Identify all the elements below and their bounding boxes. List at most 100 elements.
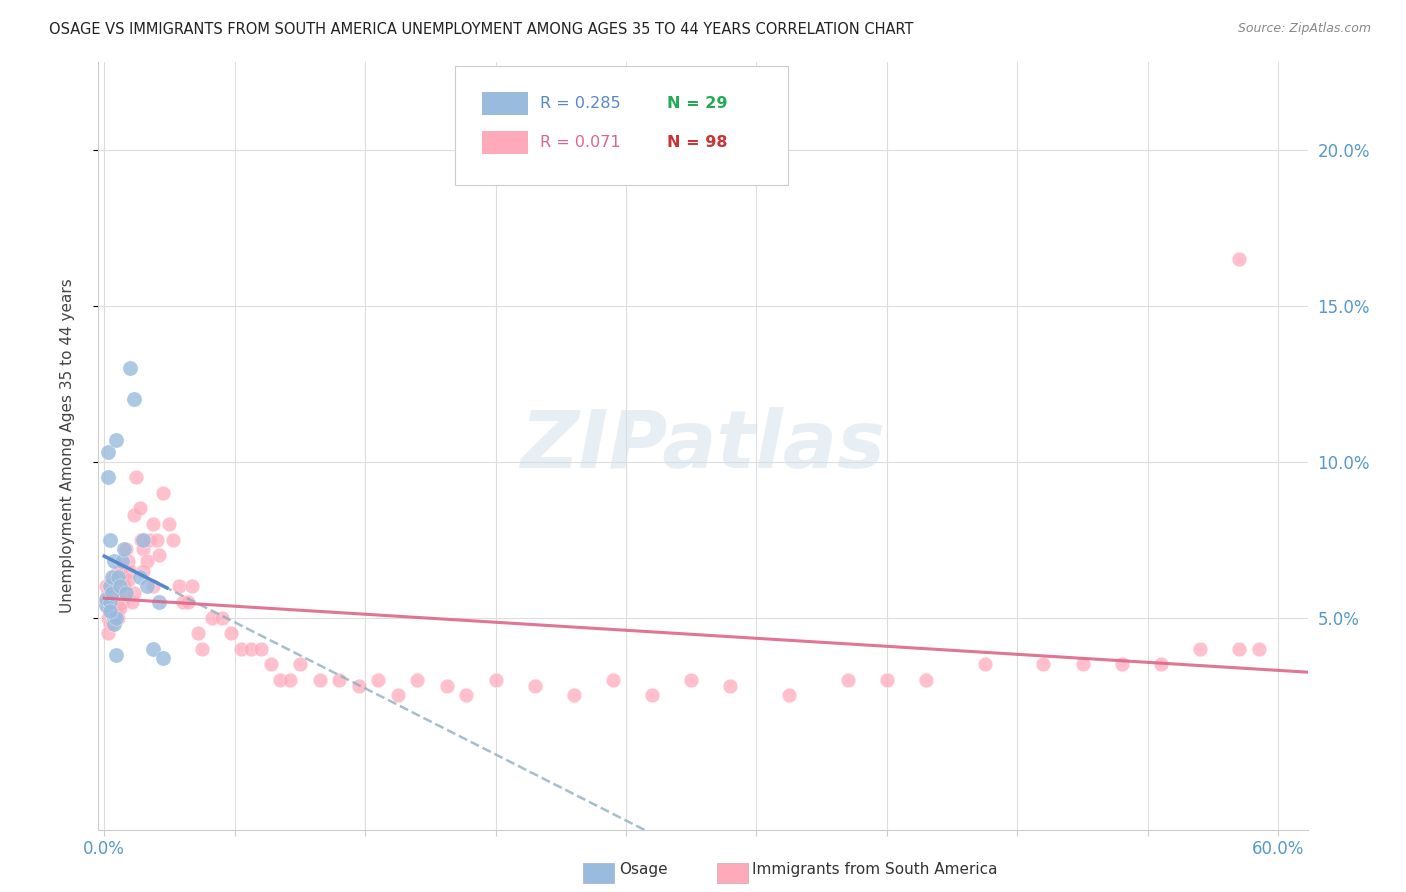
Point	[101, 616, 124, 631]
Point	[117, 573, 139, 587]
Point	[117, 554, 139, 568]
Point	[112, 579, 135, 593]
Point	[98, 616, 121, 631]
Point	[231, 641, 253, 656]
Point	[118, 564, 141, 578]
Point	[96, 579, 118, 593]
Point	[347, 679, 370, 693]
Point	[108, 579, 131, 593]
Point	[1247, 641, 1270, 656]
Point	[98, 604, 121, 618]
Point	[142, 641, 165, 656]
Point	[328, 673, 350, 687]
Point	[718, 679, 741, 693]
Point	[221, 626, 243, 640]
Point	[108, 585, 131, 599]
Point	[172, 595, 194, 609]
Point	[152, 485, 174, 500]
Point	[973, 657, 995, 672]
Point	[915, 673, 938, 687]
Point	[308, 673, 330, 687]
Point	[142, 579, 165, 593]
Point	[107, 570, 129, 584]
Point	[105, 604, 128, 618]
Point	[121, 595, 143, 609]
Point	[167, 579, 190, 593]
Point	[641, 689, 664, 703]
Point	[1032, 657, 1054, 672]
Point	[138, 533, 160, 547]
Point	[778, 689, 800, 703]
Point	[98, 533, 121, 547]
Point	[118, 361, 141, 376]
Point	[112, 541, 135, 556]
Y-axis label: Unemployment Among Ages 35 to 44 years: Unemployment Among Ages 35 to 44 years	[60, 278, 75, 614]
Point	[128, 570, 150, 584]
Text: Source: ZipAtlas.com: Source: ZipAtlas.com	[1237, 22, 1371, 36]
Point	[132, 541, 155, 556]
Point	[101, 595, 124, 609]
Point	[187, 626, 209, 640]
Point	[98, 604, 121, 618]
Text: Immigrants from South America: Immigrants from South America	[752, 863, 998, 877]
Point	[128, 501, 150, 516]
Point	[97, 585, 120, 599]
Point	[1227, 641, 1250, 656]
Text: R = 0.285: R = 0.285	[540, 95, 620, 111]
Point	[124, 470, 146, 484]
Point	[122, 585, 145, 599]
FancyBboxPatch shape	[482, 92, 527, 114]
Point	[269, 673, 291, 687]
Point	[97, 470, 120, 484]
Point	[1071, 657, 1094, 672]
Point	[107, 589, 129, 603]
Point	[105, 433, 128, 447]
Point	[97, 610, 120, 624]
Point	[112, 585, 135, 599]
Point	[96, 595, 118, 609]
Point	[250, 641, 273, 656]
Point	[111, 554, 134, 568]
Point	[98, 579, 121, 593]
Point	[456, 689, 478, 703]
Point	[122, 508, 145, 522]
Point	[103, 595, 125, 609]
Point	[108, 601, 131, 615]
Point	[523, 679, 546, 693]
Point	[602, 673, 624, 687]
Point	[876, 673, 898, 687]
Point	[131, 533, 153, 547]
Point	[98, 585, 121, 599]
Point	[259, 657, 281, 672]
Point	[240, 641, 263, 656]
Point	[105, 579, 128, 593]
Point	[103, 610, 125, 624]
Point	[114, 585, 136, 599]
Point	[177, 595, 200, 609]
Point	[108, 564, 131, 578]
Point	[107, 610, 129, 624]
Point	[136, 579, 159, 593]
Point	[1150, 657, 1173, 672]
Point	[367, 673, 389, 687]
Point	[97, 626, 120, 640]
Point	[103, 554, 125, 568]
Point	[103, 616, 125, 631]
Point	[132, 533, 155, 547]
Text: R = 0.071: R = 0.071	[540, 136, 620, 151]
Point	[103, 570, 125, 584]
Point	[112, 579, 135, 593]
Text: ZIPatlas: ZIPatlas	[520, 407, 886, 485]
Point	[105, 610, 128, 624]
Point	[148, 595, 170, 609]
Text: N = 98: N = 98	[666, 136, 727, 151]
Point	[387, 689, 409, 703]
Point	[103, 610, 125, 624]
Point	[681, 673, 703, 687]
Point	[1188, 641, 1211, 656]
Point	[201, 610, 224, 624]
Point	[122, 392, 145, 407]
Text: Osage: Osage	[619, 863, 668, 877]
Point	[288, 657, 311, 672]
Point	[436, 679, 458, 693]
